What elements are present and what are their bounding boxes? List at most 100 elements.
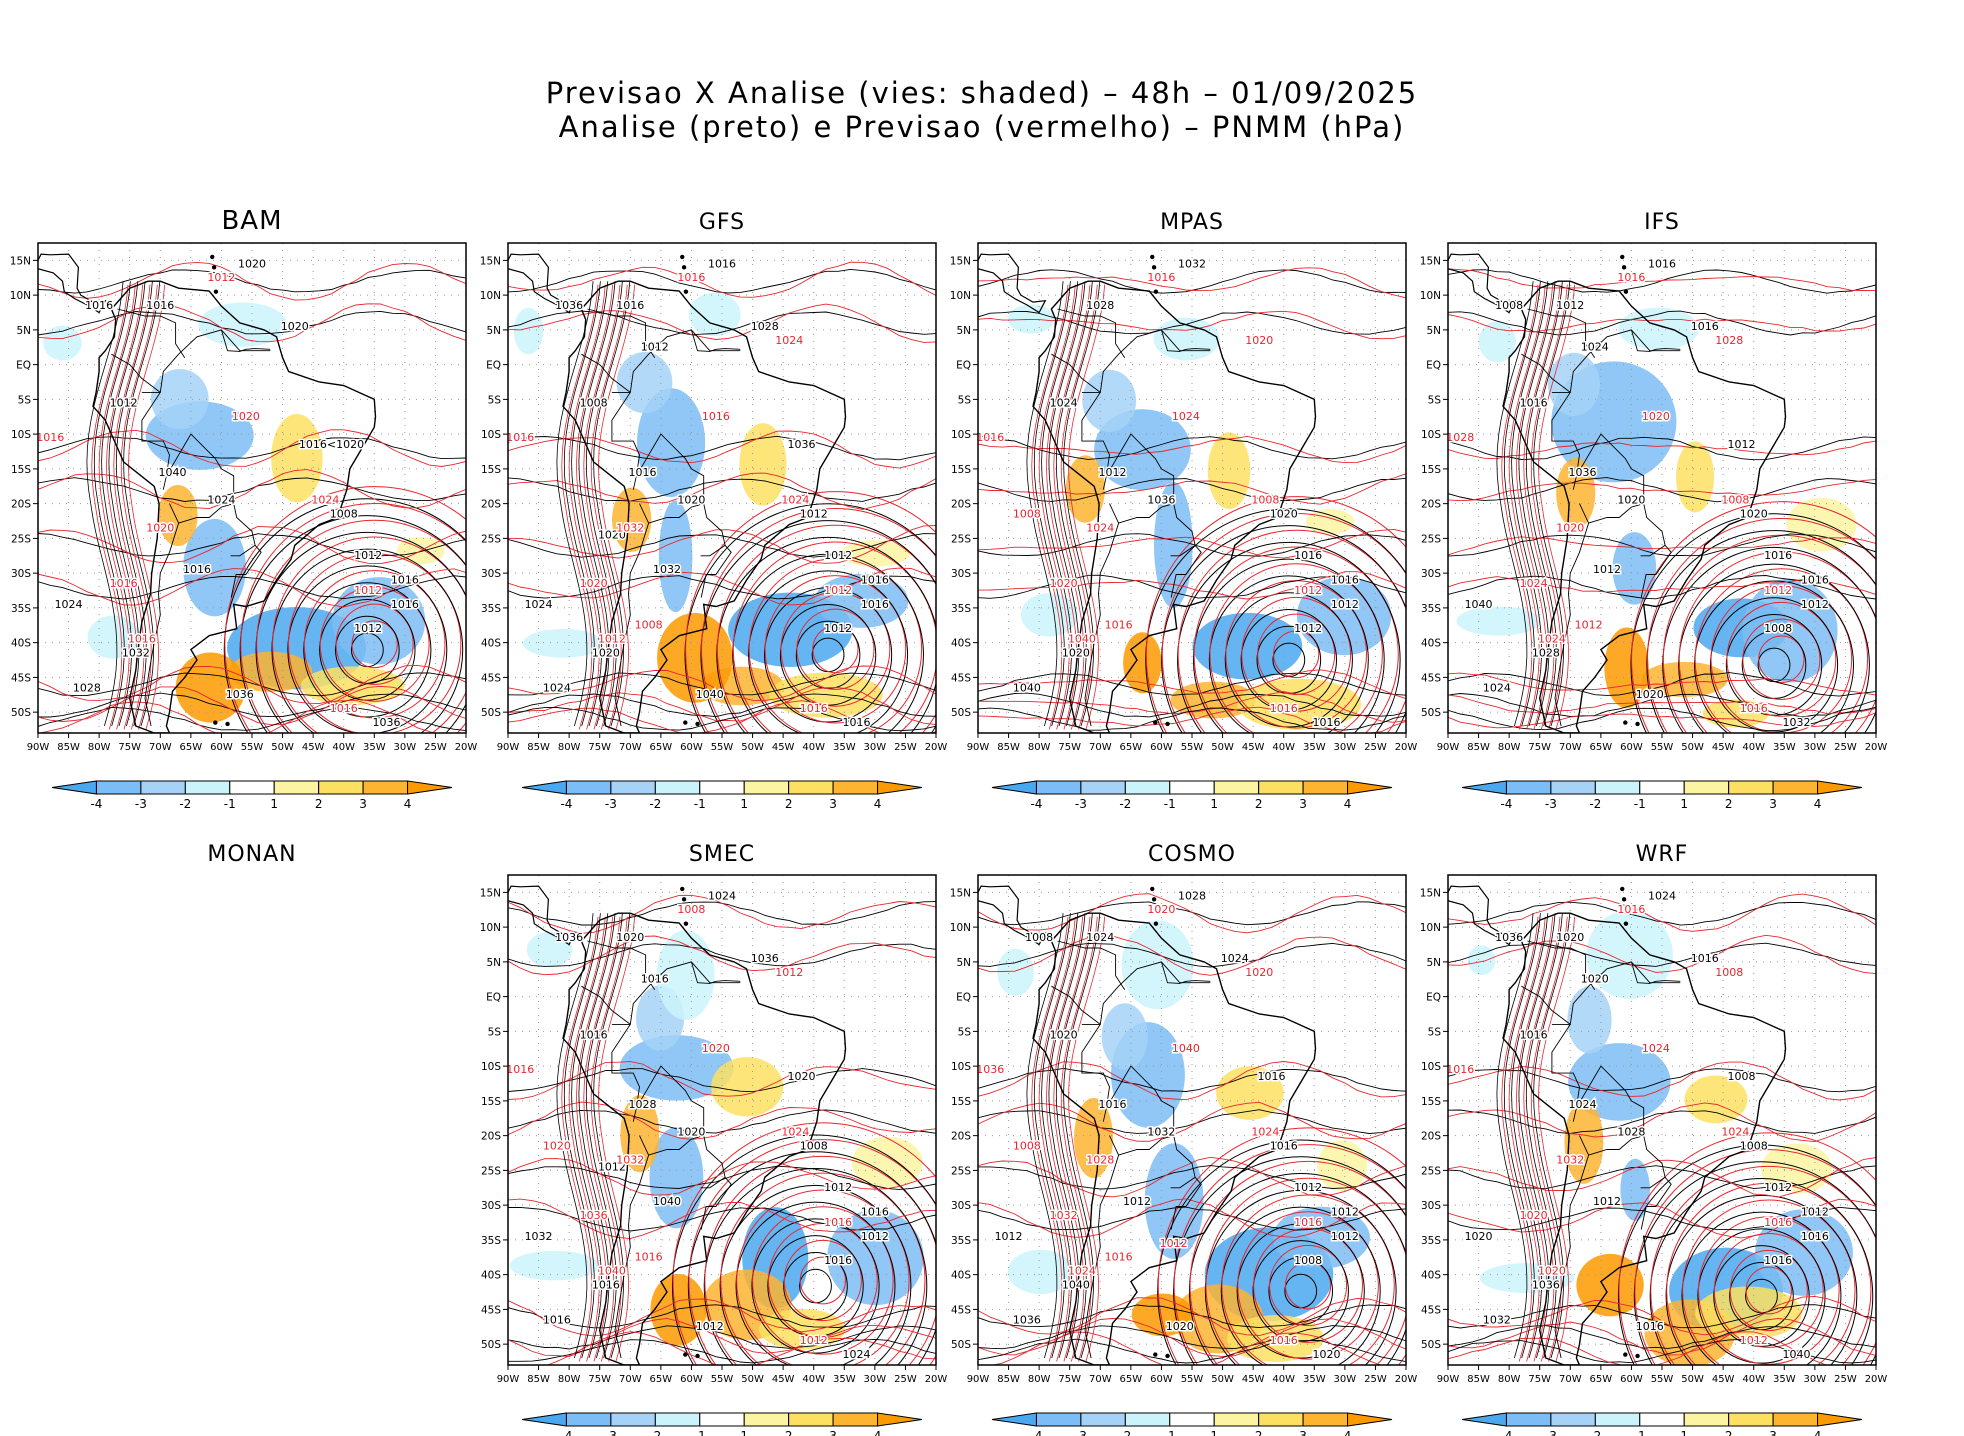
forecast-contour [1193,546,1399,733]
forecast-label: 1016 [506,431,534,444]
forecast-contour [113,284,151,730]
analysis-label: 1012 [824,622,852,635]
island [213,289,219,294]
forecast-label: 1016 [1270,1334,1298,1347]
analysis-label: 1036 [1495,931,1523,944]
lon-tick-label: 70W [619,1374,642,1385]
island [1620,886,1625,892]
lon-tick-label: 35W [833,1374,856,1385]
analysis-contour [978,942,1406,968]
lon-tick-label: 70W [1559,1374,1582,1385]
lat-tick-label: 15N [480,887,501,899]
lon-tick-label: 85W [1467,742,1490,753]
forecast-contour [1448,314,1876,333]
forecast-label: 1024 [1251,1126,1279,1139]
analysis-label: 1020 [1050,1028,1078,1041]
analysis-label: 1012 [1294,622,1322,635]
analysis-contour [1041,281,1079,727]
forecast-contour [1523,284,1561,730]
analysis-label: 1020 [1062,647,1090,660]
lon-tick-label: 90W [497,742,520,753]
country-border [141,329,271,393]
colorbar-segment [1124,780,1171,795]
forecast-contour [335,603,414,685]
analysis-contour [508,1304,936,1329]
analysis-contour [578,281,616,727]
island [683,289,689,294]
lat-tick-label: 35S [1421,603,1441,615]
forecast-contour [1694,568,1869,733]
forecast-contour [978,935,1406,976]
forecast-contour [38,303,466,343]
panel-title: BAM [221,206,282,236]
forecast-contour [508,894,936,934]
analysis-label: 1016 [391,574,419,587]
lat-tick-label: 15S [1421,1096,1441,1108]
analysis-label: 1016 [843,716,871,729]
lon-tick-label: 35W [1773,742,1796,753]
analysis-label: 1016 [146,299,174,312]
lon-tick-label: 35W [833,742,856,753]
analysis-label: 1028 [751,320,779,333]
country-border [1521,353,1571,393]
lon-tick-label: 65W [1120,742,1143,753]
bias-shade-area [1153,317,1220,361]
analysis-label: 1016 [861,598,889,611]
forecast-contour [1173,1144,1406,1365]
map-area: 1016101610121012101210081016101610201024… [506,243,936,733]
country-border [1630,329,1681,352]
lat-tick-label: 20S [1421,1131,1441,1143]
lat-tick-label: 10N [480,922,501,934]
country-border [690,329,741,352]
colorbar-label: -4 [1030,797,1042,811]
country-border [1551,961,1681,1025]
forecast-label: 1008 [1013,508,1041,521]
colorbar-segment [832,1412,879,1427]
analysis-contour [1448,1165,1876,1190]
forecast-label: 1008 [635,619,663,632]
forecast-contour [732,541,936,733]
forecast-contour [1448,268,1876,291]
forecast-label: 1020 [146,521,174,534]
colorbar-label: -3 [135,797,147,811]
island [1153,289,1159,294]
analysis-label: 1020 [1465,1230,1493,1243]
forecast-label: 1020 [1050,577,1078,590]
analysis-label: 1008 [1764,622,1792,635]
forecast-contour [1448,1198,1876,1239]
forecast-contour [736,1189,910,1365]
analysis-label: 1028 [1532,647,1560,660]
analysis-label: 1012 [1331,598,1359,611]
lat-tick-label: 10S [951,429,971,441]
analysis-contour [978,1165,1406,1190]
lon-tick-label: 25W [1834,742,1857,753]
colorbar-segment [407,780,453,795]
forecast-contour [978,528,1406,559]
forecast-contour [1253,1228,1363,1343]
forecast-label: 1024 [1642,1042,1670,1055]
forecast-contour [1501,916,1539,1362]
analysis-label: 1008 [1495,299,1523,312]
bias-shade-area [1082,369,1137,432]
forecast-contour [561,284,599,730]
lon-tick-label: 60W [680,1374,703,1385]
lat-tick-label: 20S [1421,499,1441,511]
analysis-contour [508,943,936,967]
forecast-label: 1032 [616,521,644,534]
colorbar-segment [1683,1412,1730,1427]
bias-shade-area [175,652,246,723]
forecast-contour [1448,893,1876,932]
analysis-contour [1518,281,1556,727]
colorbar-label: -1 [694,797,706,811]
lon-tick-label: 85W [527,742,550,753]
bias-shade-area [616,351,673,414]
analysis-label: 1012 [995,1230,1023,1243]
lon-tick-label: 45W [1242,742,1265,753]
analysis-label: 1012 [1593,1195,1621,1208]
analysis-contour [585,281,623,727]
colorbar-segment [1594,780,1641,795]
panel-title: MPAS [1160,210,1224,235]
colorbar-label: 2 [1255,1429,1263,1436]
colorbar-label: 3 [829,797,837,811]
analysis-contour [978,1067,1406,1092]
